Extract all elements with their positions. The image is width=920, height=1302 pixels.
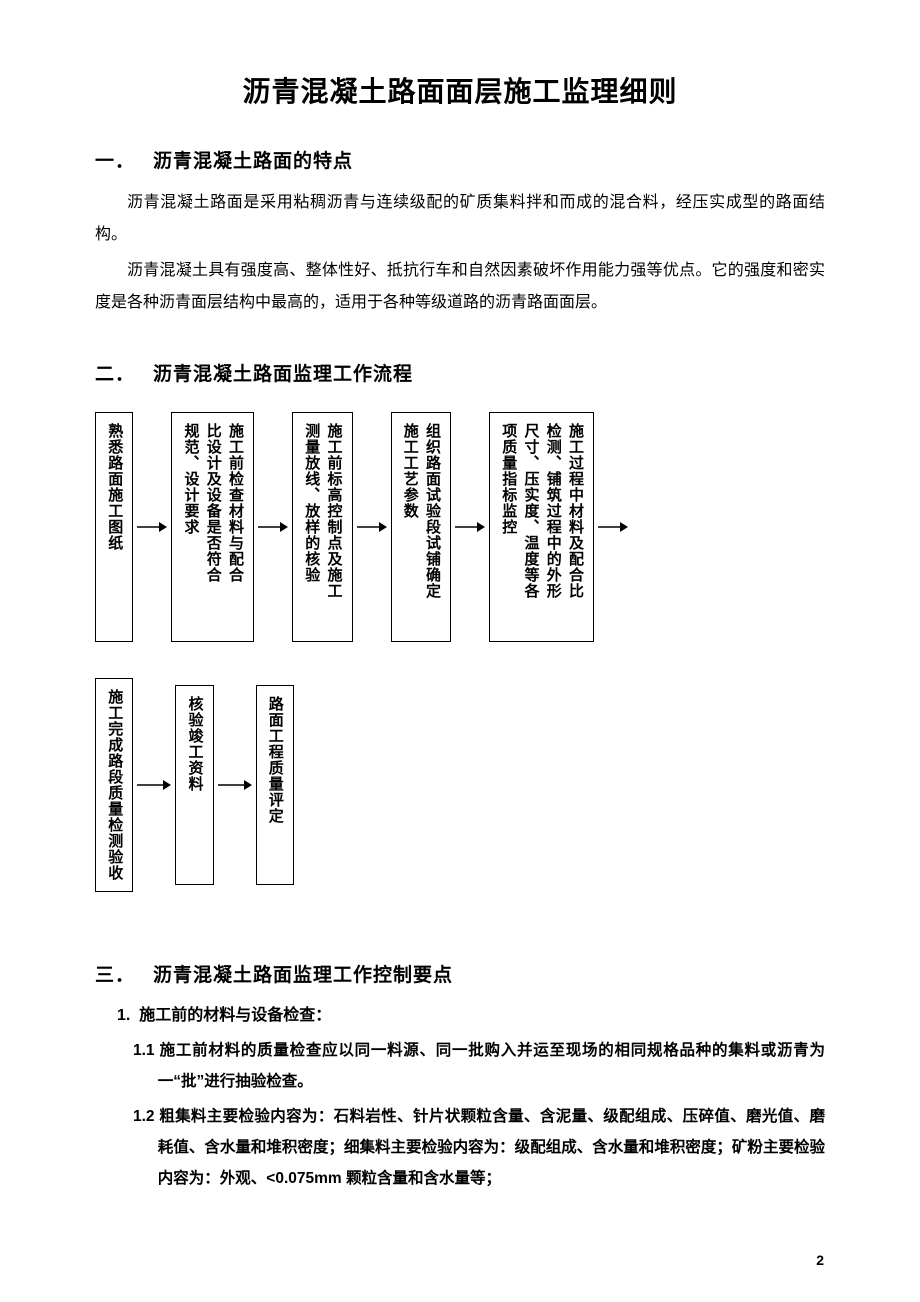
section-3-item-1-sub-2: 1.2 粗集料主要检验内容为：石料岩性、针片状颗粒含量、含泥量、级配组成、压碎值… xyxy=(133,1101,825,1194)
section-1-number: 一． xyxy=(95,146,135,173)
flow-box-2-col-2: 比设计及设备是否符合 xyxy=(203,423,223,583)
arrow-icon xyxy=(594,520,632,534)
arrow-icon xyxy=(254,520,292,534)
flow-box-4: 施工工艺参数 组织路面试验段试铺确定 xyxy=(391,412,452,642)
document-title: 沥青混凝土路面面层施工监理细则 xyxy=(95,70,825,110)
section-1-heading: 一． 沥青混凝土路面的特点 xyxy=(95,146,825,173)
flow-box-7: 核验竣工资料 xyxy=(175,685,213,885)
flow-box-3: 测量放线、放样的核验 施工前标高控制点及施工 xyxy=(292,412,353,642)
flow-box-4-col-1: 施工工艺参数 xyxy=(400,423,420,519)
section-1-paragraph-1: 沥青混凝土路面是采用粘稠沥青与连续级配的矿质集料拌和而成的混合料，经压实成型的路… xyxy=(95,187,825,251)
flow-box-5-col-2: 尺寸、压实度、温度等各 xyxy=(520,423,540,599)
section-3-number: 三． xyxy=(95,960,135,987)
flow-box-7-text: 核验竣工资料 xyxy=(184,696,204,792)
flow-box-5-col-3: 检测、铺筑过程中的外形 xyxy=(543,423,563,599)
section-2: 二． 沥青混凝土路面监理工作流程 熟悉路面施工图纸 规范、设计要求 比设计及设备是… xyxy=(95,359,825,892)
flow-box-8-text: 路面工程质量评定 xyxy=(265,696,285,824)
flow-box-4-col-2: 组织路面试验段试铺确定 xyxy=(422,423,442,599)
section-2-title: 沥青混凝土路面监理工作流程 xyxy=(153,364,413,385)
arrow-icon xyxy=(214,778,256,792)
section-3-title: 沥青混凝土路面监理工作控制要点 xyxy=(153,965,453,986)
arrow-icon xyxy=(353,520,391,534)
arrow-icon xyxy=(451,520,489,534)
flow-box-3-col-1: 测量放线、放样的核验 xyxy=(301,423,321,583)
page-number: 2 xyxy=(816,1252,824,1268)
flowchart-row-2: 施工完成路段质量检测验收 核验竣工资料 路面工程质量评定 xyxy=(95,678,825,892)
flow-box-6-text: 施工完成路段质量检测验收 xyxy=(104,689,124,881)
section-2-heading: 二． 沥青混凝土路面监理工作流程 xyxy=(95,359,825,386)
section-3-item-1-title: 施工前的材料与设备检查： xyxy=(139,1007,331,1024)
section-1: 一． 沥青混凝土路面的特点 沥青混凝土路面是采用粘稠沥青与连续级配的矿质集料拌和而… xyxy=(95,146,825,319)
flow-box-6: 施工完成路段质量检测验收 xyxy=(95,678,133,892)
section-2-number: 二． xyxy=(95,359,135,386)
section-1-title: 沥青混凝土路面的特点 xyxy=(153,151,353,172)
flow-box-2-col-1: 规范、设计要求 xyxy=(180,423,200,535)
flow-box-5: 项质量指标监控 尺寸、压实度、温度等各 检测、铺筑过程中的外形 施工过程中材料及… xyxy=(489,412,594,642)
section-3-heading: 三． 沥青混凝土路面监理工作控制要点 xyxy=(95,960,825,987)
section-3-item-1-num: 1. xyxy=(117,1007,130,1024)
flow-box-1-text: 熟悉路面施工图纸 xyxy=(104,423,124,551)
section-3-item-1-heading: 1. 施工前的材料与设备检查： xyxy=(117,1001,825,1025)
flow-box-1: 熟悉路面施工图纸 xyxy=(95,412,133,642)
section-3-item-1-sub-1: 1.1 施工前材料的质量检查应以同一料源、同一批购入并运至现场的相同规格品种的集… xyxy=(133,1035,825,1097)
flow-box-8: 路面工程质量评定 xyxy=(256,685,294,885)
section-1-paragraph-2: 沥青混凝土具有强度高、整体性好、抵抗行车和自然因素破坏作用能力强等优点。它的强度… xyxy=(95,255,825,319)
flow-box-5-col-1: 项质量指标监控 xyxy=(498,423,518,535)
arrow-icon xyxy=(133,778,175,792)
flow-box-5-col-4: 施工过程中材料及配合比 xyxy=(565,423,585,599)
flowchart-row-1: 熟悉路面施工图纸 规范、设计要求 比设计及设备是否符合 施工前检查材料与配合 测… xyxy=(95,412,825,642)
flow-box-2: 规范、设计要求 比设计及设备是否符合 施工前检查材料与配合 xyxy=(171,412,254,642)
section-3: 三． 沥青混凝土路面监理工作控制要点 1. 施工前的材料与设备检查： 1.1 施工… xyxy=(95,960,825,1194)
arrow-icon xyxy=(133,520,171,534)
flowchart: 熟悉路面施工图纸 规范、设计要求 比设计及设备是否符合 施工前检查材料与配合 测… xyxy=(95,412,825,892)
flow-box-2-col-3: 施工前检查材料与配合 xyxy=(225,423,245,583)
flow-box-3-col-2: 施工前标高控制点及施工 xyxy=(323,423,343,599)
